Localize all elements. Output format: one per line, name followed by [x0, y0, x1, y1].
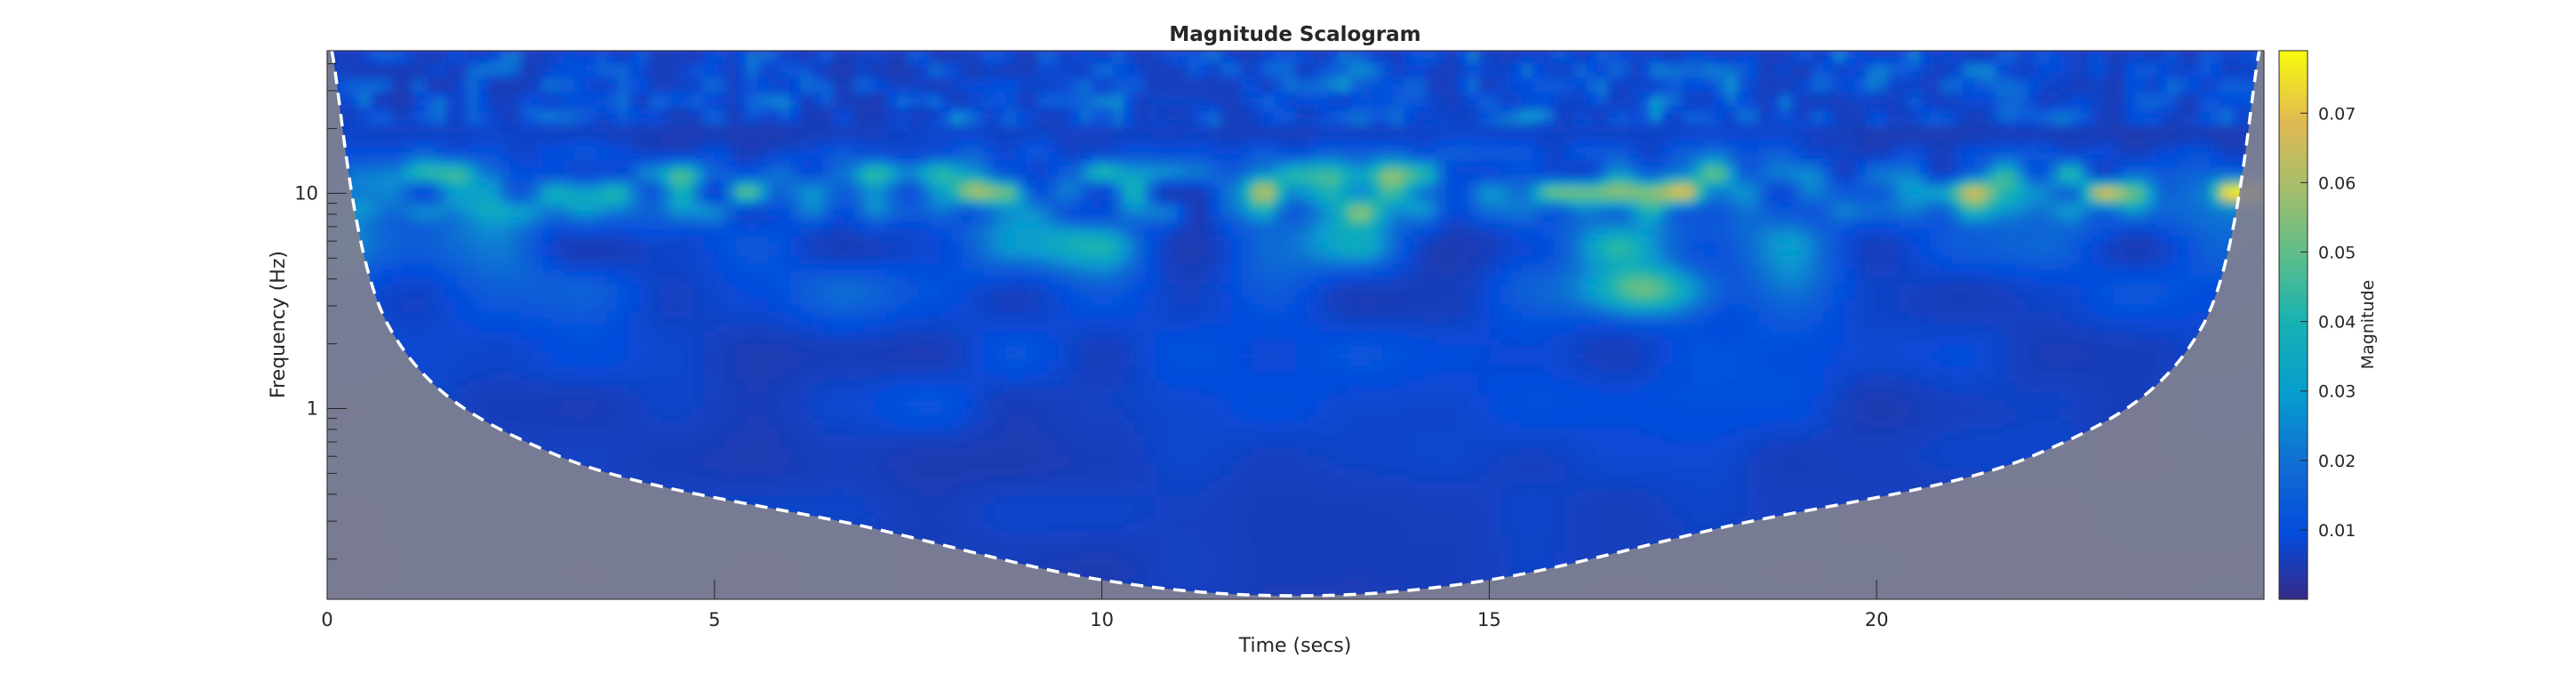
colorbar-tick-label: 0.02 — [2318, 452, 2356, 471]
colorbar-ticks: 0.01 0.02 0.03 0.04 0.05 0.06 0.07 — [2300, 104, 2356, 541]
x-tick-label: 5 — [708, 609, 720, 630]
colorbar-tick-label: 0.01 — [2318, 521, 2356, 541]
x-axis: 0 5 10 15 20 — [321, 580, 1889, 630]
y-tick-label: 1 — [307, 398, 318, 420]
colorbar-tick-label: 0.07 — [2318, 104, 2356, 124]
x-axis-label: Time (secs) — [1238, 635, 1352, 657]
y-tick-label: 10 — [294, 182, 318, 204]
chart-title: Magnitude Scalogram — [1169, 23, 1420, 46]
colorbar-tick-label: 0.04 — [2318, 313, 2356, 333]
x-tick-label: 0 — [321, 609, 332, 630]
x-tick-label: 15 — [1477, 609, 1501, 630]
coi-shading — [327, 51, 2264, 599]
colorbar-tick-label: 0.05 — [2318, 243, 2356, 262]
scalogram-heatmap — [327, 51, 2264, 599]
colorbar-label: Magnitude — [2358, 280, 2378, 370]
colorbar-tick-label: 0.03 — [2318, 382, 2356, 402]
x-tick-label: 20 — [1865, 609, 1889, 630]
y-axis: 1 10 — [294, 63, 347, 560]
plot-frame — [326, 50, 2265, 600]
plot-area — [327, 51, 2264, 599]
y-axis-label: Frequency (Hz) — [268, 251, 290, 398]
colorbar-tick-label: 0.06 — [2318, 173, 2356, 193]
colorbar — [2278, 50, 2308, 600]
x-tick-label: 10 — [1090, 609, 1114, 630]
